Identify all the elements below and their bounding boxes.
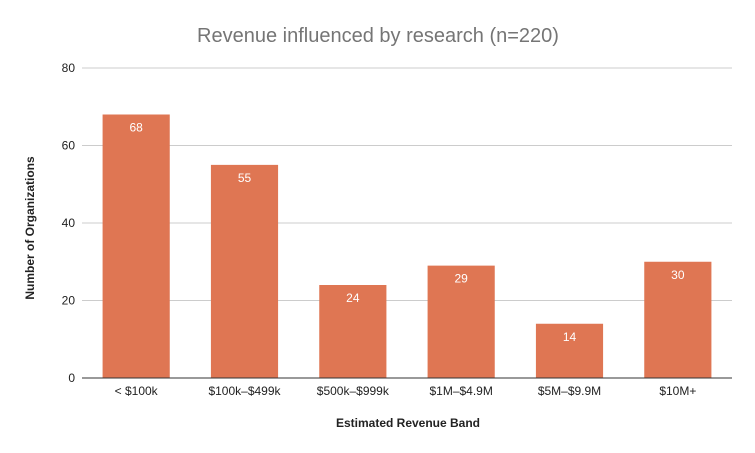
- gridlines: [82, 67, 732, 301]
- data-labels: 68 55 24 29 14 30: [129, 121, 684, 344]
- x-tick-label: $10M+: [659, 384, 696, 398]
- bar: [102, 114, 170, 378]
- x-tick-label: $100k–$499k: [208, 384, 281, 398]
- y-tick-label: 80: [62, 61, 76, 75]
- y-tick-label: 40: [62, 216, 76, 230]
- bar: [210, 164, 279, 378]
- bar-value-label: 24: [346, 291, 360, 305]
- chart-title: Revenue influenced by research (n=220): [197, 25, 559, 47]
- y-tick-label: 0: [68, 371, 75, 385]
- bar-value-label: 68: [129, 121, 143, 135]
- bar: [319, 285, 387, 378]
- bar: [644, 261, 712, 378]
- y-axis-title: Number of Organizations: [23, 156, 37, 300]
- bar: [535, 323, 604, 378]
- x-axis-title: Estimated Revenue Band: [336, 416, 480, 430]
- bar: [427, 265, 495, 378]
- x-tick-label: < $100k: [115, 384, 159, 398]
- x-tick-label: $5M–$9.9M: [538, 384, 601, 398]
- bar-value-label: 29: [454, 272, 468, 286]
- y-tick-label: 60: [62, 139, 76, 153]
- bars: [102, 114, 712, 378]
- x-axis-ticks: < $100k $100k–$499k $500k–$999k $1M–$4.9M $5…: [115, 384, 697, 398]
- y-axis-ticks: 0 20 40 60 80: [62, 61, 76, 385]
- bar-value-label: 30: [671, 268, 685, 282]
- x-tick-label: $1M–$4.9M: [429, 384, 492, 398]
- x-tick-label: $500k–$999k: [317, 384, 390, 398]
- bar-value-label: 55: [238, 171, 252, 185]
- y-tick-label: 20: [62, 294, 76, 308]
- bar-value-label: 14: [563, 330, 577, 344]
